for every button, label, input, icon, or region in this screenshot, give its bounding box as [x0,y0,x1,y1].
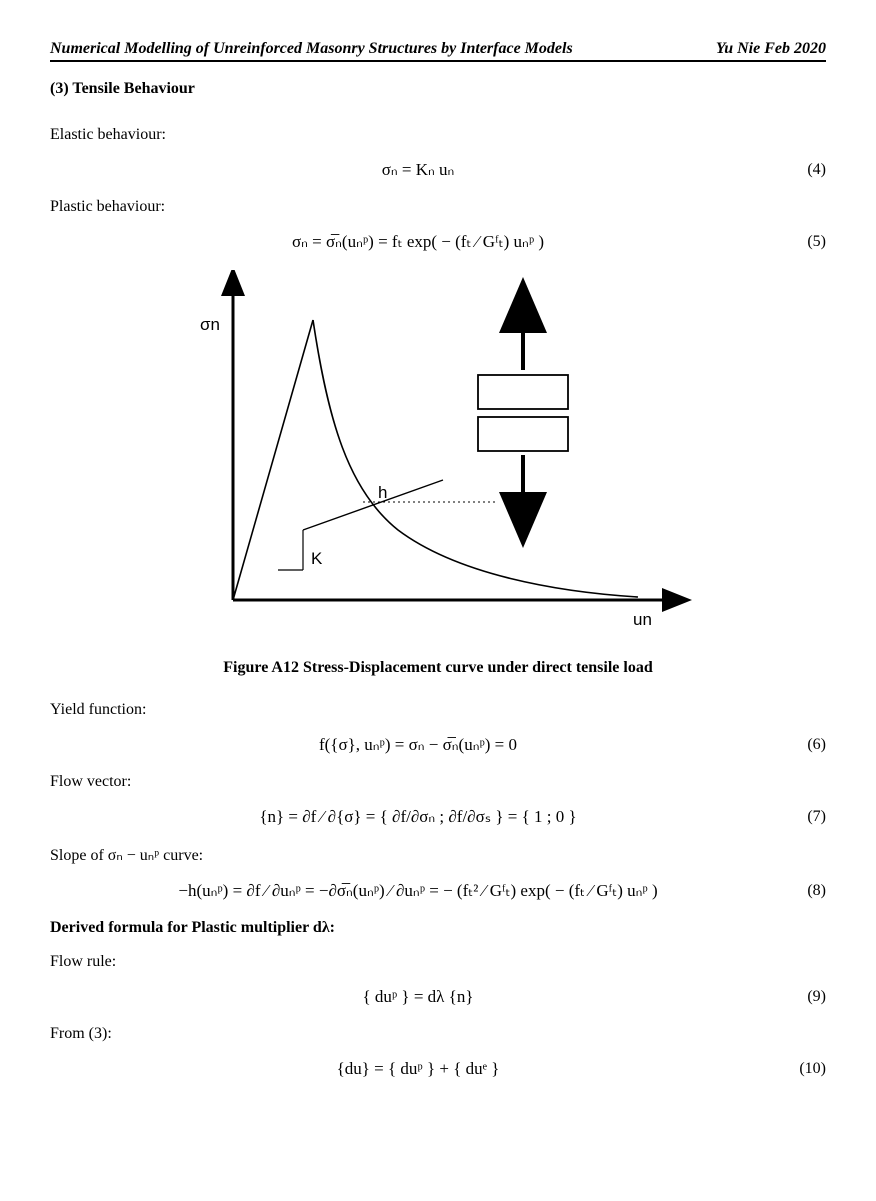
equation-7-num: (7) [786,808,826,826]
equation-8-body: −h(uₙᵖ) = ∂f ⁄ ∂uₙᵖ = −∂σ̅ₙ(uₙᵖ) ⁄ ∂uₙᵖ … [50,881,786,901]
tangent-line [303,480,443,530]
label-yield: Yield function: [50,701,826,719]
label-elastic: Elastic behaviour: [50,126,826,144]
equation-9-body: { duᵖ } = dλ {n} [50,987,786,1007]
equation-4: σₙ = Kₙ uₙ (4) [50,160,826,180]
block-bottom [478,417,568,451]
x-axis-label: un [633,610,652,629]
block-top [478,375,568,409]
curve-elastic [233,320,313,600]
label-flow-rule: Flow rule: [50,953,826,971]
header-author-date: Yu Nie Feb 2020 [716,40,826,58]
equation-7: {n} = ∂f ⁄ ∂{σ} = { ∂f/∂σₙ ; ∂f/∂σₛ } = … [50,807,826,827]
label-flow-vector: Flow vector: [50,773,826,791]
header-title: Numerical Modelling of Unreinforced Maso… [50,40,573,58]
label-plastic: Plastic behaviour: [50,198,826,216]
equation-5: σₙ = σ̅ₙ(uₙᵖ) = fₜ exp( − (fₜ ⁄ Gᶠₜ) uₙᵖ… [50,232,826,252]
equation-9: { duᵖ } = dλ {n} (9) [50,987,826,1007]
page-header: Numerical Modelling of Unreinforced Maso… [50,40,826,62]
equation-4-body: σₙ = Kₙ uₙ [50,160,786,180]
label-from3: From (3): [50,1025,826,1043]
equation-6: f({σ}, uₙᵖ) = σₙ − σ̅ₙ(uₙᵖ) = 0 (6) [50,735,826,755]
equation-10-num: (10) [786,1060,826,1078]
equation-6-body: f({σ}, uₙᵖ) = σₙ − σ̅ₙ(uₙᵖ) = 0 [50,735,786,755]
equation-7-body: {n} = ∂f ⁄ ∂{σ} = { ∂f/∂σₙ ; ∂f/∂σₛ } = … [50,807,786,827]
equation-6-num: (6) [786,736,826,754]
equation-5-num: (5) [786,233,826,251]
y-axis-label: σn [200,315,220,334]
curve-decay [313,320,638,597]
label-derived: Derived formula for Plastic multiplier d… [50,919,826,937]
figure-a12: σn un K h Figure A12 Stress-Displacement… [50,270,826,677]
equation-10-body: {du} = { duᵖ } + { duᵉ } [50,1059,786,1079]
h-label: h [378,483,387,502]
section-title: (3) Tensile Behaviour [50,80,826,98]
equation-9-num: (9) [786,988,826,1006]
figure-svg: σn un K h [178,270,698,640]
k-label: K [311,549,323,568]
equation-10: {du} = { duᵖ } + { duᵉ } (10) [50,1059,826,1079]
equation-5-body: σₙ = σ̅ₙ(uₙᵖ) = fₜ exp( − (fₜ ⁄ Gᶠₜ) uₙᵖ… [50,232,786,252]
equation-8: −h(uₙᵖ) = ∂f ⁄ ∂uₙᵖ = −∂σ̅ₙ(uₙᵖ) ⁄ ∂uₙᵖ … [50,881,826,901]
label-slope: Slope of σₙ − uₙᵖ curve: [50,845,826,865]
figure-caption: Figure A12 Stress-Displacement curve und… [50,659,826,677]
equation-4-num: (4) [786,161,826,179]
equation-8-num: (8) [786,882,826,900]
